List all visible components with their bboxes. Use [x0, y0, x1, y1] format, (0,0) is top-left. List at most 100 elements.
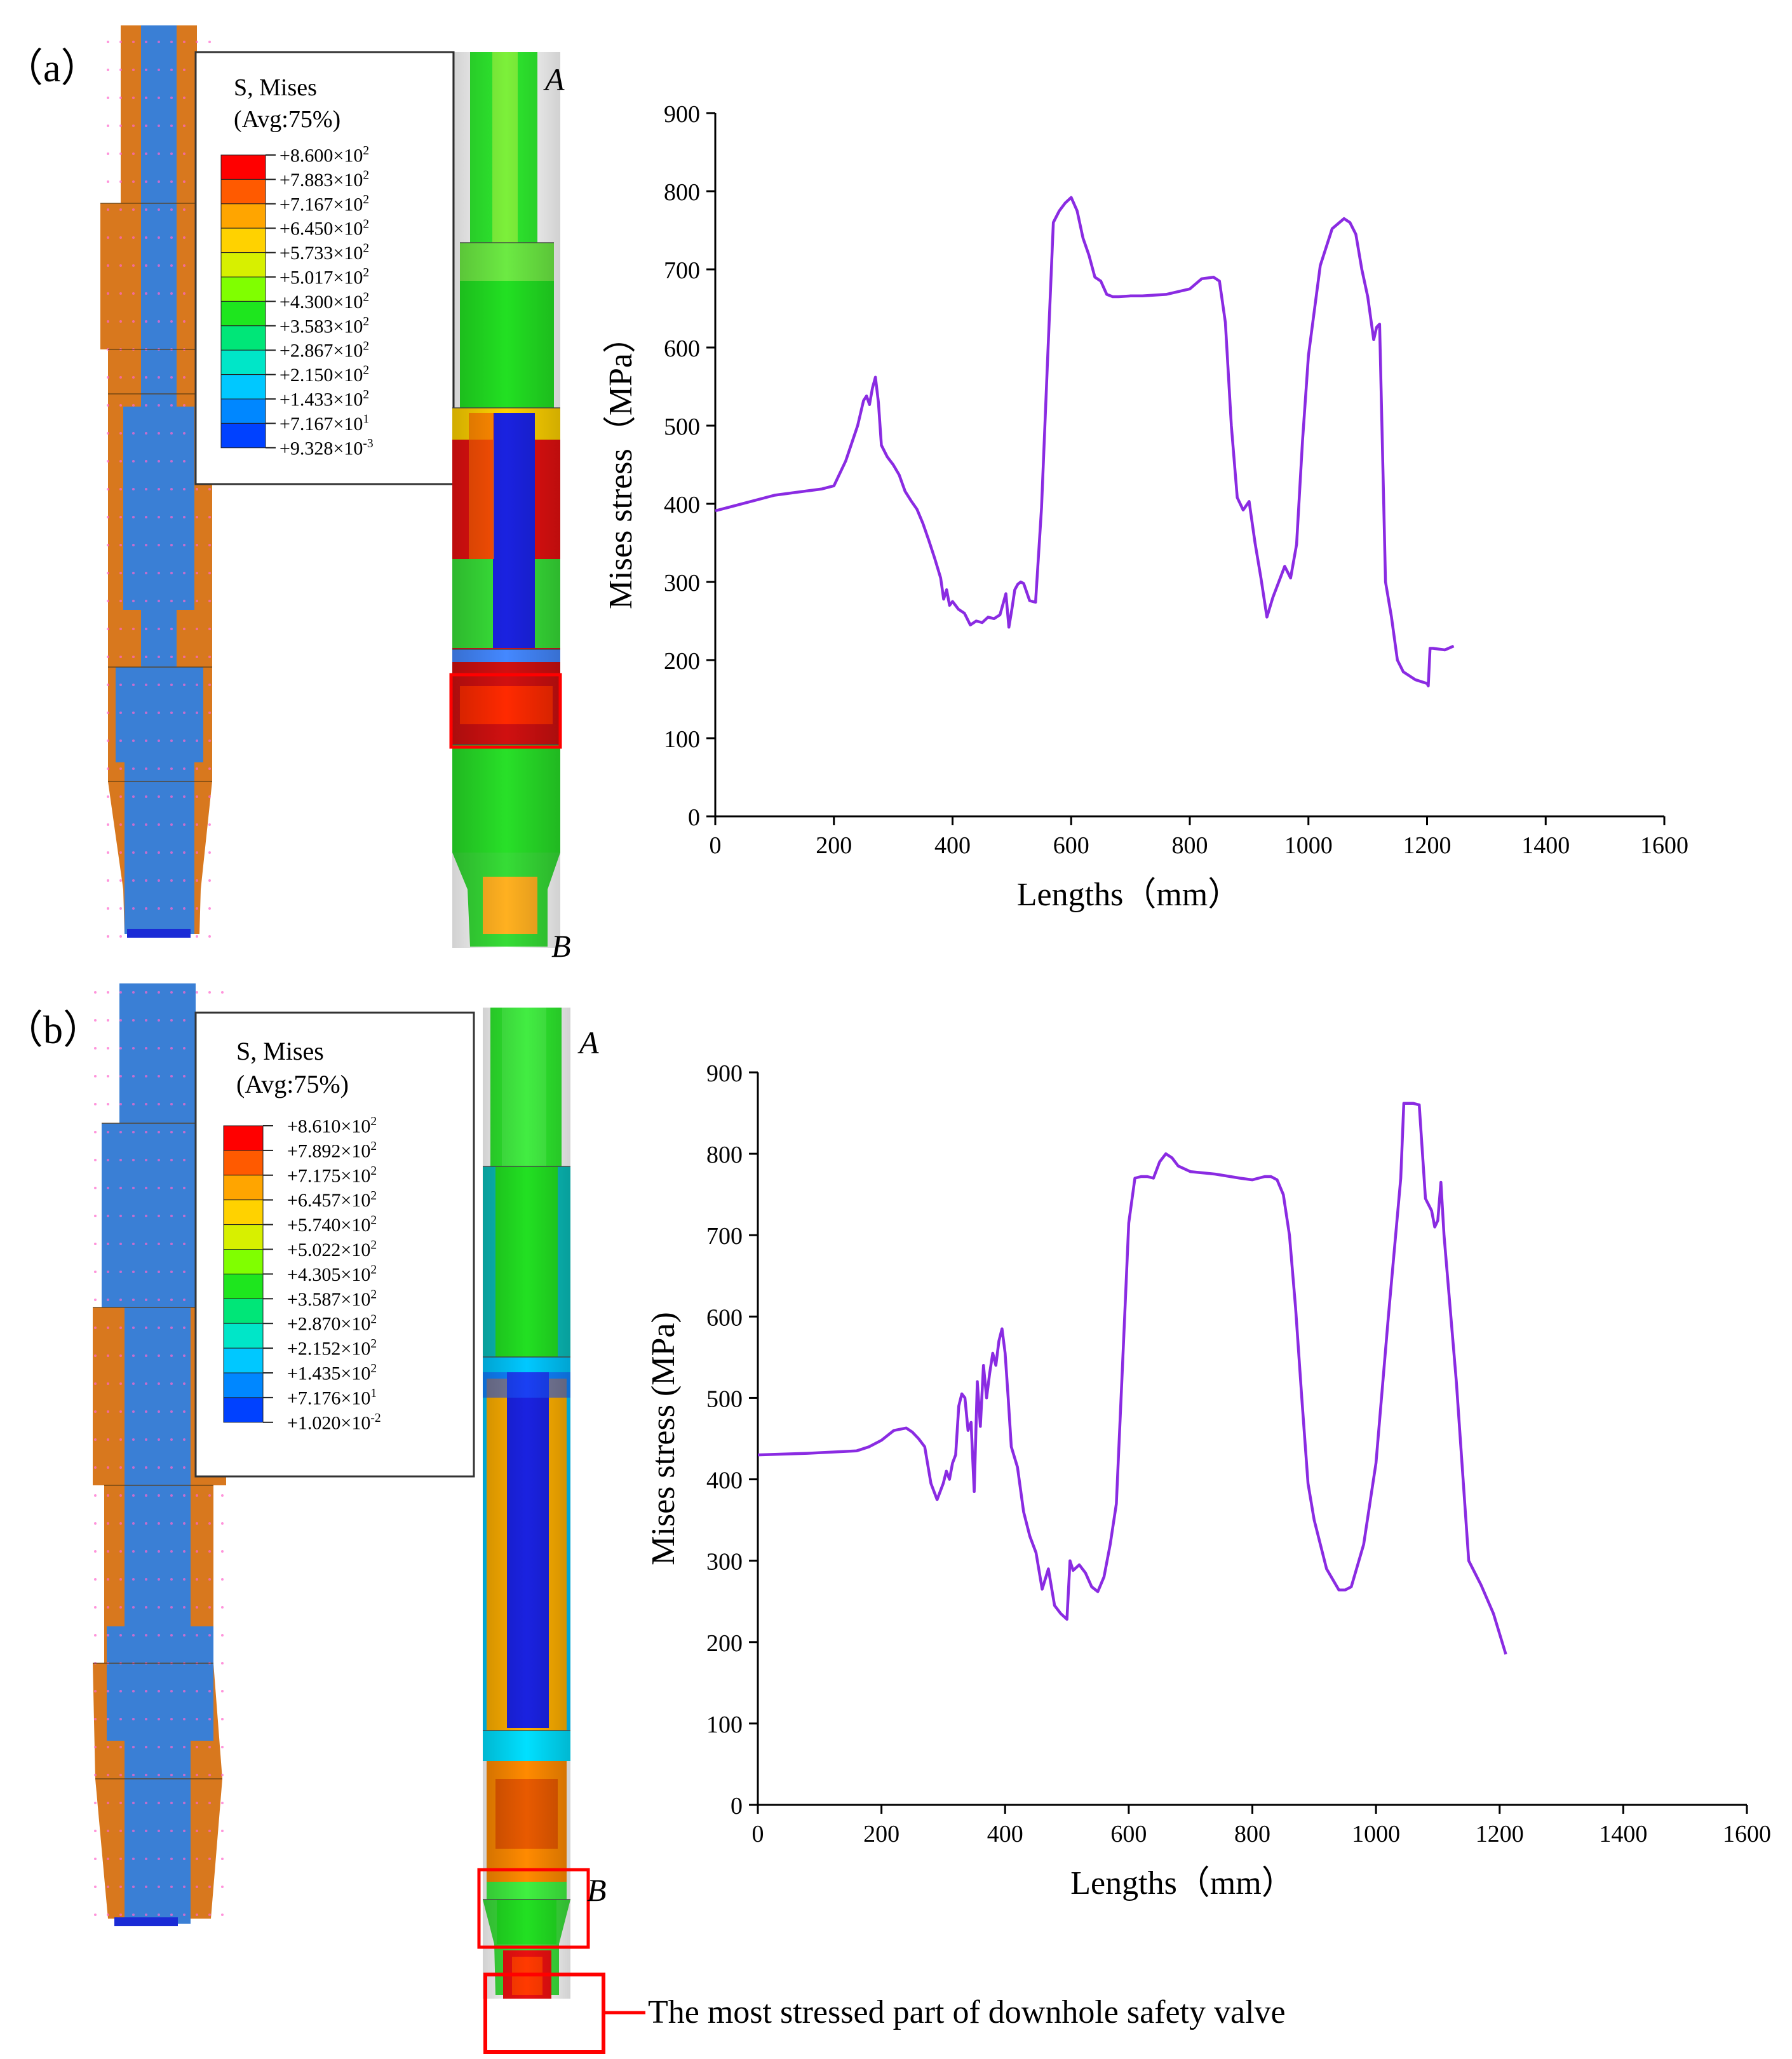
x-tick-label: 1400 [1521, 832, 1570, 859]
legend-value: +7.175×102 [287, 1165, 377, 1186]
point-a-top: A [543, 62, 565, 97]
legend-swatch [223, 1249, 264, 1274]
legend-swatch [223, 1125, 264, 1151]
y-tick-label: 0 [688, 804, 700, 831]
y-tick-label: 600 [706, 1304, 743, 1331]
x-tick-label: 1000 [1284, 832, 1333, 859]
legend-swatch [220, 349, 266, 375]
panel-a-label: （a） [4, 47, 100, 90]
legend-value: +1.020×10-2 [287, 1412, 381, 1433]
series-line [715, 196, 1455, 687]
point-b-top: A [577, 1025, 599, 1060]
legend-b-subtitle: (Avg:75%) [236, 1070, 349, 1098]
y-tick-label: 600 [664, 335, 700, 362]
x-tick-label: 1200 [1403, 832, 1452, 859]
x-tick-label: 600 [1053, 832, 1089, 859]
legend-swatch [220, 300, 266, 327]
legend-value: +5.740×102 [287, 1214, 377, 1236]
x-tick-label: 600 [1110, 1821, 1147, 1847]
x-tick-label: 1600 [1723, 1821, 1771, 1847]
y-tick-label: 500 [664, 414, 700, 440]
legend-value: +2.150×102 [280, 364, 369, 386]
legend-value: +3.587×102 [287, 1288, 377, 1309]
y-tick-label: 800 [706, 1142, 743, 1168]
legend-b-scale: +8.610×102 +7.892×102 +7.175×102 +6.457×102… [223, 1115, 381, 1433]
legend-value: +4.305×102 [287, 1264, 377, 1285]
x-axis-label: Lengths（mm） [1017, 877, 1241, 913]
legend-a-title: S, Mises [234, 74, 317, 101]
y-tick-label: 800 [664, 179, 700, 206]
stress-chart-b: 0 100 200 300 400 500 600 700 800 900 0 200 400 600 80… [645, 1060, 1771, 1901]
legend-value: +7.176×101 [287, 1387, 377, 1408]
legend-b: S, Mises (Avg:75%) +8.610×102+7.892×102+… [194, 1011, 475, 1478]
legend-swatch [220, 276, 266, 302]
legend-value: +6.450×102 [280, 217, 369, 239]
legend-value: +5.733×102 [280, 242, 369, 264]
y-tick-label: 300 [664, 570, 700, 597]
legend-value: +2.152×102 [287, 1337, 377, 1359]
y-tick-label: 500 [706, 1386, 743, 1412]
point-a-bottom: B [551, 928, 571, 964]
legend-swatch [223, 1347, 264, 1374]
legend-swatch [223, 1175, 264, 1201]
y-tick-label: 100 [706, 1711, 743, 1738]
legend-value: +6.457×102 [287, 1189, 377, 1211]
legend-swatch [220, 374, 266, 400]
legend-value: +3.583×102 [280, 315, 369, 337]
x-tick-label: 1200 [1476, 1821, 1524, 1847]
legend-swatch [220, 252, 266, 278]
x-tick-label: 0 [752, 1821, 764, 1847]
legend-value: +8.600×102 [280, 144, 369, 166]
legend-value: +7.892×102 [287, 1140, 377, 1161]
legend-swatch [223, 1298, 264, 1324]
x-tick-label: 400 [987, 1821, 1023, 1847]
x-tick-label: 800 [1234, 1821, 1270, 1847]
panel-a: （a） S, Mises (Avg:75%) [4, 25, 571, 964]
legend-value: +8.610×102 [287, 1115, 377, 1137]
legend-swatch [220, 325, 266, 351]
legend-a-subtitle: (Avg:75%) [234, 106, 340, 133]
y-tick-label: 100 [664, 726, 700, 753]
legend-value: +5.022×102 [287, 1239, 377, 1260]
legend-value: +1.435×102 [287, 1362, 377, 1384]
legend-swatch [223, 1150, 264, 1176]
legend-a-scale: +8.600×102 +7.883×102+7.167×102+6.450×102… [220, 144, 374, 459]
legend-swatch [220, 203, 266, 229]
legend-value: +9.328×10-3 [280, 437, 374, 459]
highlight-box-a [449, 673, 562, 749]
legend-swatch [220, 227, 266, 253]
x-tick-label: 400 [934, 832, 971, 859]
legend-swatch [220, 179, 266, 205]
y-tick-label: 200 [664, 648, 700, 675]
point-b-bottom: B [587, 1872, 607, 1908]
legend-swatch [223, 1199, 264, 1225]
legend-swatch [220, 398, 266, 424]
series-line [757, 1102, 1507, 1655]
legend-value: +5.017×102 [280, 266, 369, 288]
contour-model-b: A B [477, 1008, 607, 1999]
panel-b: （b） S, Mises (Avg:75%) +8. [4, 983, 607, 1999]
legend-swatch [223, 1397, 264, 1423]
legend-b-title: S, Mises [236, 1037, 324, 1065]
x-tick-label: 800 [1172, 832, 1208, 859]
annotation-text: The most stressed part of downhole safet… [648, 1994, 1286, 2030]
annotation: The most stressed part of downhole safet… [483, 1973, 1286, 2054]
legend-swatch [220, 422, 266, 449]
legend-value: +4.300×102 [280, 291, 369, 313]
legend-value: +7.883×102 [280, 169, 369, 191]
y-tick-label: 700 [706, 1223, 743, 1250]
legend-value: +7.167×102 [280, 193, 369, 215]
x-tick-label: 0 [710, 832, 722, 859]
y-axis-label: Mises stress（MPa） [603, 320, 639, 609]
y-axis-label: Mises stress (MPa) [645, 1312, 682, 1565]
stress-chart-a: 0 100 200 300 400 500 600 700 800 900 0 200 400 600 80… [603, 101, 1688, 913]
y-tick-label: 400 [664, 492, 700, 518]
y-tick-label: 200 [706, 1630, 743, 1657]
legend-swatch [223, 1323, 264, 1349]
x-tick-label: 1600 [1640, 832, 1688, 859]
x-tick-label: 200 [816, 832, 852, 859]
legend-swatch [223, 1224, 264, 1250]
legend-swatch [220, 154, 266, 180]
highlight-box-b [477, 1868, 590, 1949]
